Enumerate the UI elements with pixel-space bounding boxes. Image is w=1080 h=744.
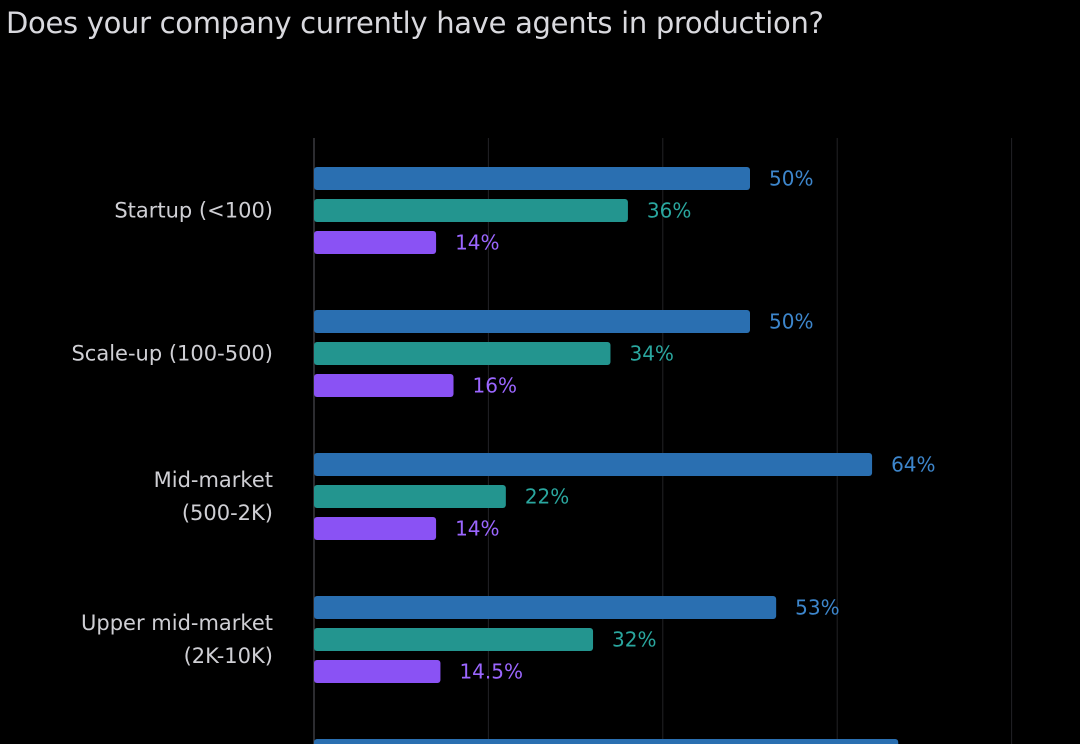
- value-label: 34%: [629, 342, 673, 366]
- value-label: 36%: [647, 199, 691, 223]
- bars: [314, 167, 899, 744]
- category-label: (500-2K): [182, 501, 273, 525]
- bar: [314, 199, 628, 222]
- chart-title: Does your company currently have agents …: [6, 6, 824, 40]
- bar: [314, 628, 594, 651]
- category-label: Startup (<100): [114, 199, 273, 223]
- value-label: 16%: [473, 374, 517, 398]
- value-label: 14%: [455, 517, 499, 541]
- category-label: Upper mid-market: [81, 611, 273, 635]
- value-label: 53%: [795, 596, 839, 620]
- bar: [314, 342, 611, 365]
- category-label: Scale-up (100-500): [71, 342, 273, 366]
- value-label: 14%: [455, 231, 499, 255]
- category-label: Mid-market: [154, 468, 273, 492]
- bar: [314, 453, 873, 476]
- bar: [314, 660, 441, 683]
- value-label: 64%: [891, 453, 935, 477]
- value-labels: 50% 36% 14% 50% 34% 16% 64% 22% 14% 53% 32% 14.5%: [455, 167, 935, 684]
- bar: [314, 596, 777, 619]
- bar: [314, 231, 437, 254]
- bar: [314, 739, 899, 744]
- gridlines: [313, 138, 1013, 744]
- bar: [314, 517, 437, 540]
- category-labels: Startup (<100) Scale-up (100-500) Mid-mark…: [71, 199, 273, 669]
- value-label: 14.5%: [459, 660, 523, 684]
- category-label: (2K-10K): [184, 644, 273, 668]
- bar: [314, 310, 750, 333]
- value-label: 50%: [769, 167, 813, 191]
- bar: [314, 374, 454, 397]
- value-label: 50%: [769, 310, 813, 334]
- value-label: 32%: [612, 628, 656, 652]
- value-label: 22%: [525, 485, 569, 509]
- bar: [314, 485, 506, 508]
- bar: [314, 167, 750, 190]
